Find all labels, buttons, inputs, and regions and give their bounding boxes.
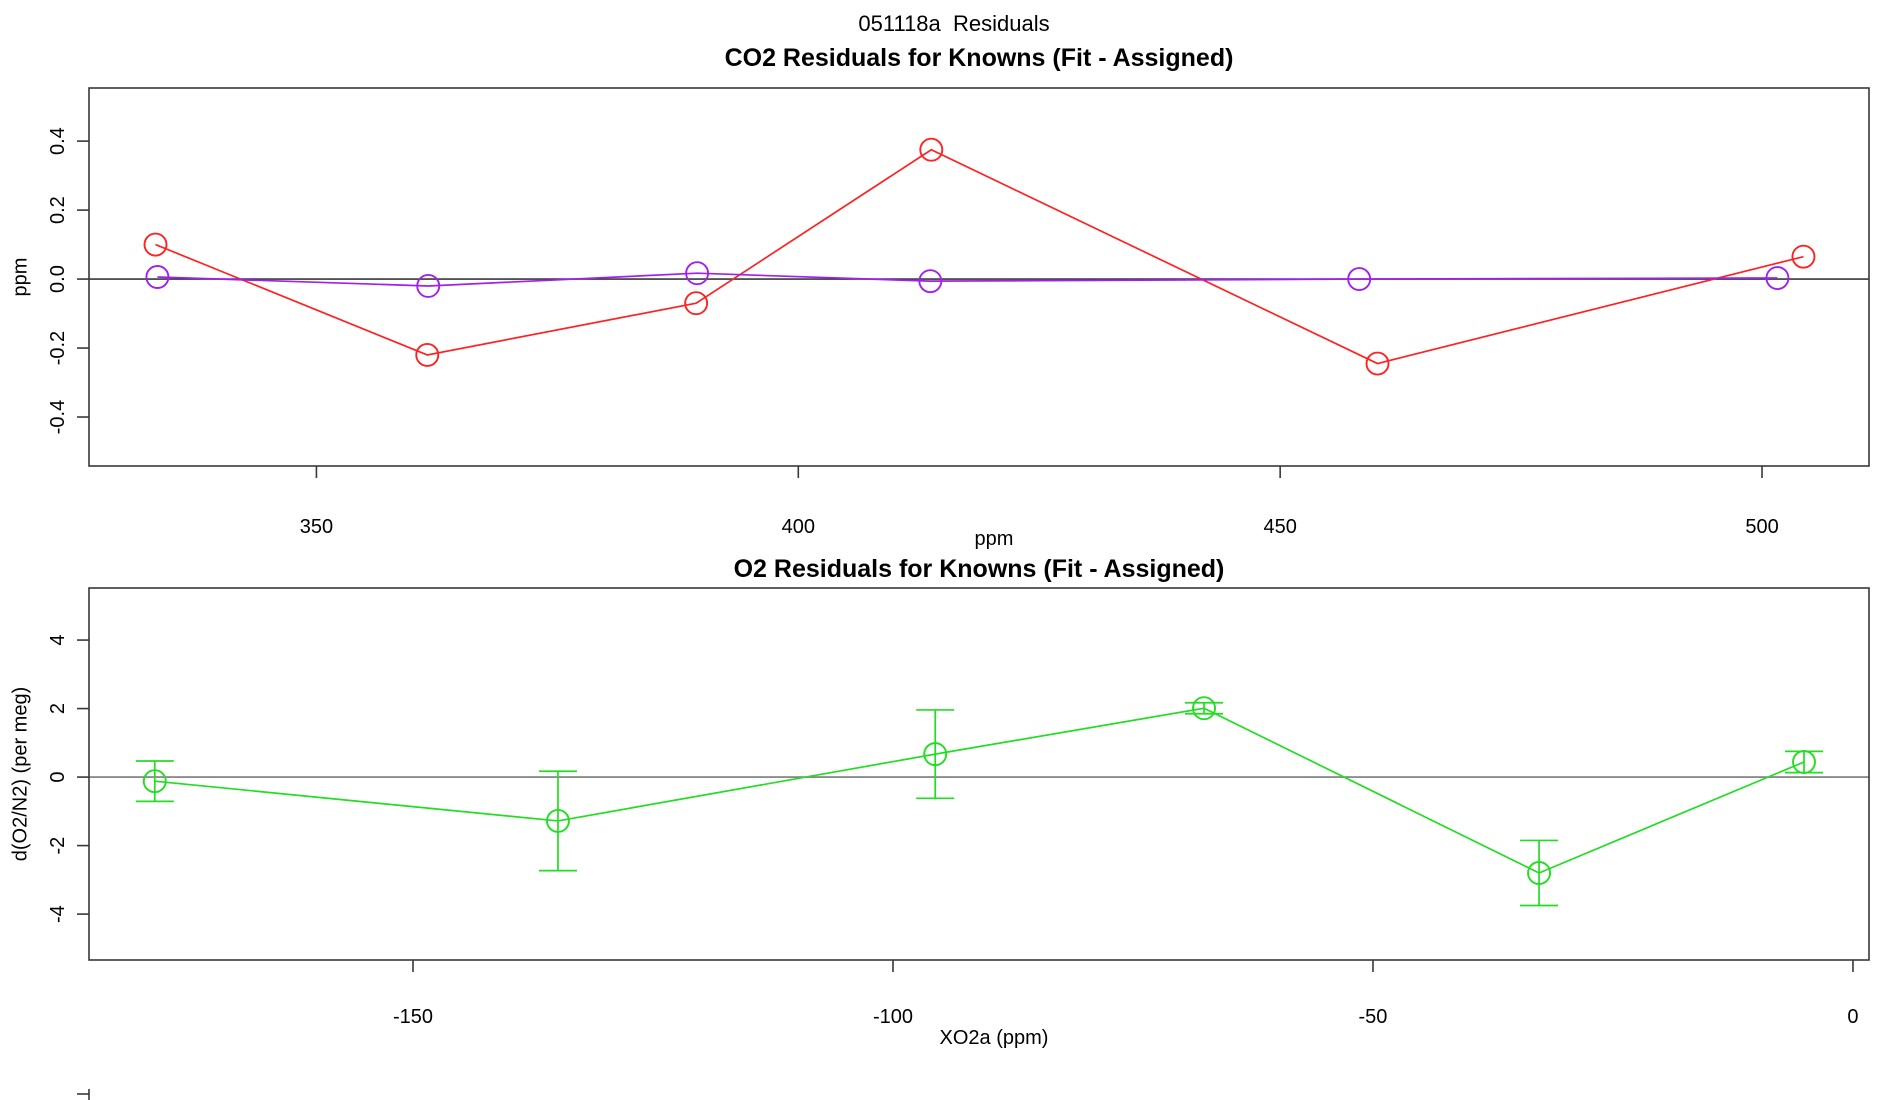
plot-box xyxy=(88,87,1870,467)
co2-residual-fit-minus-assigned-marker xyxy=(143,232,168,257)
y-tick-label: 4 xyxy=(47,635,69,646)
o2-chart-title: O2 Residuals for Knowns (Fit - Assigned) xyxy=(733,555,1225,583)
co2-panel: 350 400 450 500 -0.4 -0.2 0.0 0.2 0.4 xyxy=(47,87,1870,538)
co2-chart-title: CO2 Residuals for Knowns (Fit - Assigned… xyxy=(724,44,1234,72)
co2-residual-fit-minus-assigned-marker xyxy=(919,137,944,162)
co2-residual-reference-line xyxy=(157,272,1778,287)
x-tick-label: 450 xyxy=(1263,516,1296,538)
x-tick-label: -50 xyxy=(1359,1006,1388,1028)
co2-residual-reference-marker xyxy=(918,269,943,294)
co2-residual-reference-marker xyxy=(685,261,710,286)
o2-residual-fit-minus-assigned-marker xyxy=(142,769,167,794)
o2-panel: -150 -100 -50 0 -4 -2 0 2 4 xyxy=(47,587,1870,1028)
co2-residual-reference-marker xyxy=(145,265,170,289)
o2-residual-fit-minus-assigned-marker xyxy=(1792,750,1816,774)
x-tick-label: 350 xyxy=(300,516,333,538)
y-tick-label: -2 xyxy=(47,837,69,855)
co2-residual-fit-minus-assigned-marker xyxy=(684,291,709,316)
o2-residual-fit-minus-assigned-marker xyxy=(546,808,570,833)
y-tick-label: 0 xyxy=(47,772,69,783)
co2-residual-fit-minus-assigned-marker xyxy=(1791,244,1816,269)
o2-residual-fit-minus-assigned-marker xyxy=(923,742,948,767)
co2-residual-fit-minus-assigned-marker xyxy=(415,342,440,367)
o2-residual-fit-minus-assigned-line xyxy=(154,707,1805,874)
co2-residual-fit-minus-assigned-series xyxy=(143,137,1816,376)
y-tick-label: -4 xyxy=(47,905,69,923)
o2-residual-fit-minus-assigned-series xyxy=(135,696,1824,907)
y-tick-label: 2 xyxy=(47,703,69,714)
x-tick-label: -100 xyxy=(873,1006,913,1028)
co2-residual-fit-minus-assigned-marker xyxy=(1365,351,1390,376)
x-tick-label: 400 xyxy=(782,516,815,538)
y-tick-label: 0.0 xyxy=(47,265,69,293)
y-tick-label: 0.4 xyxy=(47,127,69,155)
x-tick-label: 0 xyxy=(1847,1006,1858,1028)
page-title: 051118a Residuals xyxy=(858,11,1050,36)
y-tick-label: 0.2 xyxy=(47,196,69,224)
o2-residual-fit-minus-assigned-marker xyxy=(1192,696,1216,721)
co2-residual-reference-marker xyxy=(1765,266,1790,290)
x-tick-label: 500 xyxy=(1745,516,1778,538)
co2-residual-fit-minus-assigned-line xyxy=(155,148,1804,365)
co2-residual-reference-series xyxy=(145,261,1790,298)
co2-residual-reference-marker xyxy=(1347,267,1372,292)
y-tick-label: -0.4 xyxy=(47,400,69,434)
plot-box xyxy=(88,587,1870,961)
o2-residual-fit-minus-assigned-marker xyxy=(1527,861,1552,885)
x-tick-label: -150 xyxy=(393,1006,433,1028)
clipped-third-panel-stub xyxy=(77,1089,90,1100)
co2-residual-reference-marker xyxy=(416,274,441,298)
y-tick-label: -0.2 xyxy=(47,331,69,365)
co2-xaxis-label: ppm xyxy=(974,528,1014,550)
o2-xaxis-label: XO2a (ppm) xyxy=(939,1027,1049,1049)
